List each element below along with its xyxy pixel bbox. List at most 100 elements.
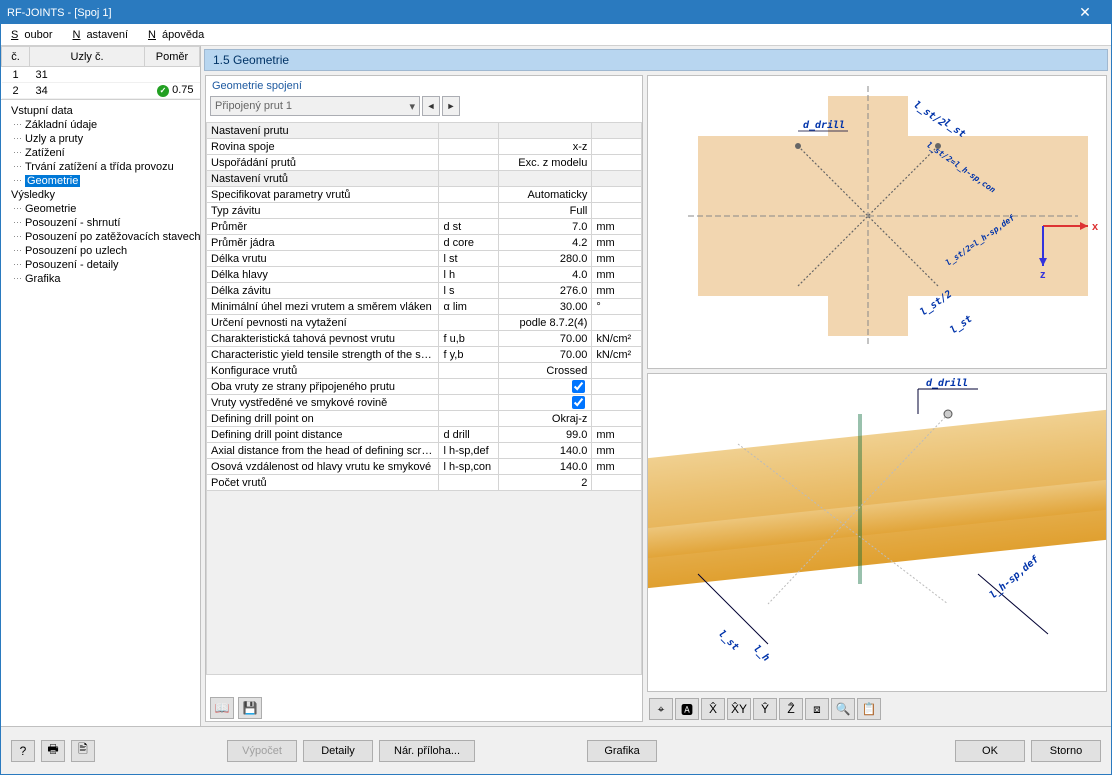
value-cell[interactable]: 70.00 — [499, 331, 592, 347]
value-cell[interactable]: 280.0 — [499, 251, 592, 267]
left-panel: č. Uzly č. Poměr 131 234 ✓ 0.75 Vstupní … — [1, 46, 201, 726]
tree-item[interactable]: Grafika — [3, 272, 198, 286]
col-ratio: Poměr — [145, 47, 200, 67]
value-cell[interactable]: 70.00 — [499, 347, 592, 363]
view-button[interactable]: Ŷ — [753, 698, 777, 720]
svg-text:d_drill: d_drill — [803, 119, 845, 131]
tree-item[interactable]: Posouzení - shrnutí — [3, 216, 198, 230]
svg-text:d_drill: d_drill — [926, 377, 968, 389]
next-button[interactable]: ► — [442, 96, 460, 116]
tree-input-data[interactable]: Vstupní data — [3, 104, 198, 118]
menubar: Soubor Nastavení Nápověda — [1, 24, 1111, 46]
import-button[interactable]: 🖹 — [71, 740, 95, 762]
tree-item[interactable]: Uzly a pruty — [3, 132, 198, 146]
value-cell[interactable]: 276.0 — [499, 283, 592, 299]
prop-unit: mm — [592, 459, 642, 475]
prop-unit — [592, 379, 642, 395]
col-nodes: Uzly č. — [30, 47, 145, 67]
value-cell[interactable]: 4.2 — [499, 235, 592, 251]
calculate-button[interactable]: Výpočet — [227, 740, 297, 762]
prop-symbol: f u,b — [439, 331, 499, 347]
value-cell[interactable]: 140.0 — [499, 443, 592, 459]
view-button[interactable]: ⧈ — [805, 698, 829, 720]
prop-symbol: l s — [439, 283, 499, 299]
help-icon[interactable]: 📖 — [210, 697, 234, 719]
property-panel: Geometrie spojení Připojený prut 1 ◄ ► N… — [205, 75, 643, 722]
export-button[interactable]: 🖶 — [41, 740, 65, 762]
prop-label: Uspořádání prutů — [207, 155, 439, 171]
tree-item[interactable]: Zatížení — [3, 146, 198, 160]
value-cell[interactable]: Automaticky — [499, 187, 592, 203]
prop-toolbar: 📖 💾 — [206, 695, 642, 721]
prop-unit — [592, 363, 642, 379]
checkbox[interactable] — [572, 396, 585, 409]
tree-item[interactable]: Geometrie — [3, 202, 198, 216]
prop-label: Specifikovat parametry vrutů — [207, 187, 439, 203]
prop-label: Délka hlavy — [207, 267, 439, 283]
menu-help[interactable]: Nápověda — [142, 27, 216, 43]
value-cell[interactable]: Exc. z modelu — [499, 155, 592, 171]
prop-label: Průměr — [207, 219, 439, 235]
value-cell[interactable]: 2 — [499, 475, 592, 491]
table-row[interactable]: 234 ✓ 0.75 — [2, 83, 200, 99]
checkbox[interactable] — [572, 380, 585, 393]
prop-label: Délka vrutu — [207, 251, 439, 267]
value-cell[interactable]: Crossed — [499, 363, 592, 379]
view-button[interactable]: Ẑ — [779, 698, 803, 720]
prop-unit: kN/cm² — [592, 331, 642, 347]
menu-file[interactable]: Soubor — [5, 27, 64, 43]
value-cell[interactable]: 140.0 — [499, 459, 592, 475]
prop-label: Typ závitu — [207, 203, 439, 219]
prop-unit: mm — [592, 267, 642, 283]
prop-label: Konfigurace vrutů — [207, 363, 439, 379]
value-cell[interactable]: Full — [499, 203, 592, 219]
annex-button[interactable]: Nár. příloha... — [379, 740, 475, 762]
tree-item[interactable]: Posouzení po uzlech — [3, 244, 198, 258]
ok-button[interactable]: OK — [955, 740, 1025, 762]
value-cell[interactable]: 99.0 — [499, 427, 592, 443]
tree-results[interactable]: Výsledky — [3, 188, 198, 202]
value-cell[interactable]: x-z — [499, 139, 592, 155]
menu-settings[interactable]: Nastavení — [66, 27, 140, 43]
svg-text:l_st/2=l_h-sp,con: l_st/2=l_h-sp,con — [925, 140, 997, 194]
prop-label: Osová vzdálenost od hlavy vrutu ke smyko… — [207, 459, 439, 475]
prop-unit: mm — [592, 219, 642, 235]
window-title: RF-JOINTS - [Spoj 1] — [7, 7, 112, 19]
prop-symbol — [439, 379, 499, 395]
svg-text:l_st/2: l_st/2 — [918, 289, 954, 319]
view-button[interactable]: X̂ — [701, 698, 725, 720]
value-cell[interactable]: 4.0 — [499, 267, 592, 283]
tree-item[interactable]: Trvání zatížení a třída provozu — [3, 160, 198, 174]
prop-symbol: d drill — [439, 427, 499, 443]
tree-item[interactable]: Posouzení po zatěžovacích stavech — [3, 230, 198, 244]
details-button[interactable]: Detaily — [303, 740, 373, 762]
prop-label: Počet vrutů — [207, 475, 439, 491]
prop-label: Charakteristická tahová pevnost vrutu — [207, 331, 439, 347]
prop-unit: mm — [592, 427, 642, 443]
col-num: č. — [2, 47, 30, 67]
view-button[interactable]: 🅰 — [675, 698, 699, 720]
tree-item[interactable]: Základní údaje — [3, 118, 198, 132]
tree-item[interactable]: Posouzení - detaily — [3, 258, 198, 272]
save-icon[interactable]: 💾 — [238, 697, 262, 719]
view-button[interactable]: ⌖ — [649, 698, 673, 720]
prop-unit — [592, 411, 642, 427]
view-button[interactable]: 🔍 — [831, 698, 855, 720]
tree-item[interactable]: Geometrie — [3, 174, 198, 188]
prop-symbol — [439, 155, 499, 171]
value-cell[interactable]: 7.0 — [499, 219, 592, 235]
prev-button[interactable]: ◄ — [422, 96, 440, 116]
property-table: Nastavení prutuRovina spoje x-z Uspořádá… — [206, 122, 642, 695]
view-button[interactable]: X̂Y — [727, 698, 751, 720]
cancel-button[interactable]: Storno — [1031, 740, 1101, 762]
prop-symbol: f y,b — [439, 347, 499, 363]
value-cell[interactable]: 30.00 — [499, 299, 592, 315]
value-cell[interactable]: Okraj-z — [499, 411, 592, 427]
graphics-button[interactable]: Grafika — [587, 740, 657, 762]
view-button[interactable]: 📋 — [857, 698, 881, 720]
value-cell[interactable]: podle 8.7.2(4) — [499, 315, 592, 331]
help-button[interactable]: ? — [11, 740, 35, 762]
member-dropdown[interactable]: Připojený prut 1 — [210, 96, 420, 116]
table-row[interactable]: 131 — [2, 67, 200, 83]
close-icon[interactable]: ✕ — [1065, 4, 1105, 21]
